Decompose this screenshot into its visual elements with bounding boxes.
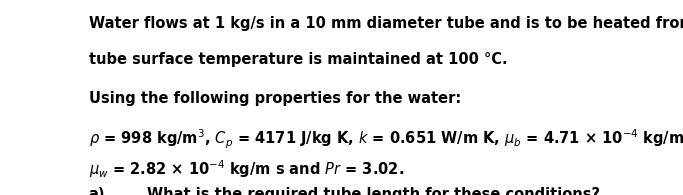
Text: Water flows at 1 kg/s in a 10 mm diameter tube and is to be heated from 25 to 75: Water flows at 1 kg/s in a 10 mm diamete… bbox=[89, 16, 683, 31]
Text: Using the following properties for the water:: Using the following properties for the w… bbox=[89, 91, 461, 106]
Text: What is the required tube length for these conditions?: What is the required tube length for the… bbox=[147, 187, 600, 195]
Text: $\mu_w$ = 2.82 × 10$^{-4}$ kg/m s and $Pr$ = 3.02.: $\mu_w$ = 2.82 × 10$^{-4}$ kg/m s and $P… bbox=[89, 158, 404, 180]
Text: a): a) bbox=[89, 187, 105, 195]
Text: tube surface temperature is maintained at 100 °C.: tube surface temperature is maintained a… bbox=[89, 52, 507, 67]
Text: $\rho$ = 998 kg/m$^3$, $C_p$ = 4171 J/kg K, $k$ = 0.651 W/m K, $\mu_b$ = 4.71 × : $\rho$ = 998 kg/m$^3$, $C_p$ = 4171 J/kg… bbox=[89, 128, 683, 151]
